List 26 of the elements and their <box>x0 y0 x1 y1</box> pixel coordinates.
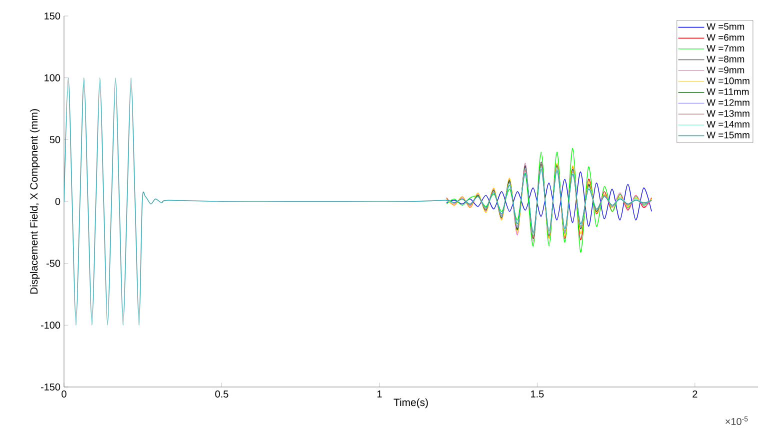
text: ×10$^{-5}$ <box>726 416 748 426</box>
y-tick-label: 50 <box>50 136 60 144</box>
y-tick-label: 0 <box>55 198 60 206</box>
legend-label: W =14mm <box>706 120 750 128</box>
legend-label: W =15mm <box>706 132 750 138</box>
legend-label: W =11mm <box>706 88 749 95</box>
legend-label: W =6mm <box>706 34 744 41</box>
legend-label: W =13mm <box>706 110 750 117</box>
x-tick-label: 1.5 <box>531 390 544 398</box>
y-tick-label: 100 <box>44 74 60 82</box>
x-tick-label: 2 <box>692 390 698 398</box>
x-tick-label: 1 <box>377 390 382 398</box>
x-tick-label: 0 <box>62 390 66 398</box>
legend-label: W =5mm <box>706 23 744 30</box>
y-tick-label: -100 <box>40 322 60 329</box>
legend-label: W =12mm <box>706 99 750 106</box>
x-tick-label: 0.5 <box>215 390 228 398</box>
legend-label: W =8mm <box>706 56 744 62</box>
legend-label: W =7mm <box>706 44 744 52</box>
x-axis-title: Time(s) <box>394 398 428 408</box>
y-tick-label: 150 <box>44 12 60 20</box>
y-axis-title: Displacement Field, X Component (mm) <box>30 109 40 294</box>
legend-label: W =10mm <box>706 78 750 84</box>
legend-label: W =9mm <box>706 66 744 74</box>
y-tick-label: -50 <box>46 260 60 267</box>
y-tick-label: -150 <box>40 383 60 391</box>
